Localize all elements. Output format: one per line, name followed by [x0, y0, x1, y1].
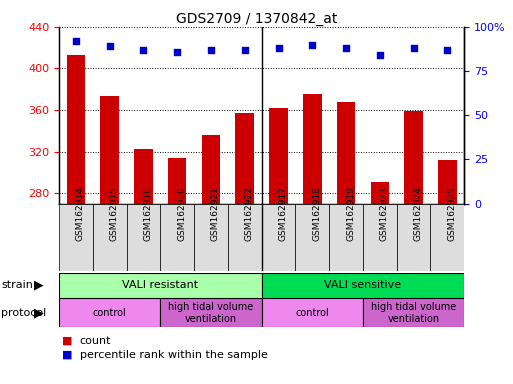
Point: [443, 47, 451, 53]
Text: ■: ■: [62, 350, 72, 360]
Point: [241, 47, 249, 53]
Bar: [59, 298, 160, 327]
Bar: [202, 135, 220, 204]
Bar: [235, 113, 254, 204]
Bar: [262, 204, 295, 271]
Text: GSM162924: GSM162924: [413, 186, 423, 241]
Point: [72, 38, 80, 44]
Bar: [363, 298, 464, 327]
Text: VALI resistant: VALI resistant: [122, 280, 199, 290]
Text: count: count: [80, 336, 111, 346]
Point: [376, 52, 384, 58]
Text: control: control: [93, 308, 127, 318]
Bar: [262, 273, 464, 298]
Text: ■: ■: [62, 336, 72, 346]
Bar: [269, 108, 288, 204]
Point: [409, 45, 418, 51]
Bar: [101, 96, 119, 204]
Text: GSM162922: GSM162922: [245, 186, 254, 241]
Bar: [329, 204, 363, 271]
Text: GSM162914: GSM162914: [76, 186, 85, 241]
Bar: [430, 204, 464, 271]
Text: high tidal volume
ventilation: high tidal volume ventilation: [168, 302, 253, 324]
Text: ▶: ▶: [34, 279, 43, 291]
Bar: [295, 204, 329, 271]
Text: protocol: protocol: [1, 308, 46, 318]
Text: GSM162917: GSM162917: [279, 186, 287, 241]
Text: GSM162920: GSM162920: [177, 186, 186, 241]
Bar: [438, 160, 457, 204]
Bar: [337, 102, 356, 204]
Bar: [59, 204, 93, 271]
Text: ▶: ▶: [34, 306, 43, 319]
Text: GDS2709 / 1370842_at: GDS2709 / 1370842_at: [176, 12, 337, 25]
Text: GSM162916: GSM162916: [144, 186, 152, 241]
Text: GSM162919: GSM162919: [346, 186, 355, 241]
Point: [207, 47, 215, 53]
Bar: [397, 204, 430, 271]
Bar: [404, 111, 423, 204]
Bar: [160, 204, 194, 271]
Text: high tidal volume
ventilation: high tidal volume ventilation: [371, 302, 456, 324]
Bar: [67, 55, 85, 204]
Bar: [160, 298, 262, 327]
Bar: [127, 204, 160, 271]
Bar: [303, 94, 322, 204]
Point: [274, 45, 283, 51]
Text: GSM162915: GSM162915: [110, 186, 119, 241]
Bar: [168, 158, 187, 204]
Text: GSM162925: GSM162925: [447, 186, 457, 241]
Point: [308, 41, 317, 48]
Text: strain: strain: [1, 280, 33, 290]
Bar: [262, 298, 363, 327]
Text: percentile rank within the sample: percentile rank within the sample: [80, 350, 267, 360]
Bar: [134, 149, 153, 204]
Text: control: control: [295, 308, 329, 318]
Text: VALI sensitive: VALI sensitive: [324, 280, 402, 290]
Bar: [194, 204, 228, 271]
Bar: [363, 204, 397, 271]
Point: [342, 45, 350, 51]
Bar: [228, 204, 262, 271]
Text: GSM162923: GSM162923: [380, 186, 389, 241]
Bar: [370, 182, 389, 204]
Bar: [59, 273, 262, 298]
Bar: [93, 204, 127, 271]
Point: [106, 43, 114, 50]
Point: [173, 48, 181, 55]
Text: GSM162918: GSM162918: [312, 186, 321, 241]
Point: [140, 47, 148, 53]
Text: GSM162921: GSM162921: [211, 186, 220, 241]
